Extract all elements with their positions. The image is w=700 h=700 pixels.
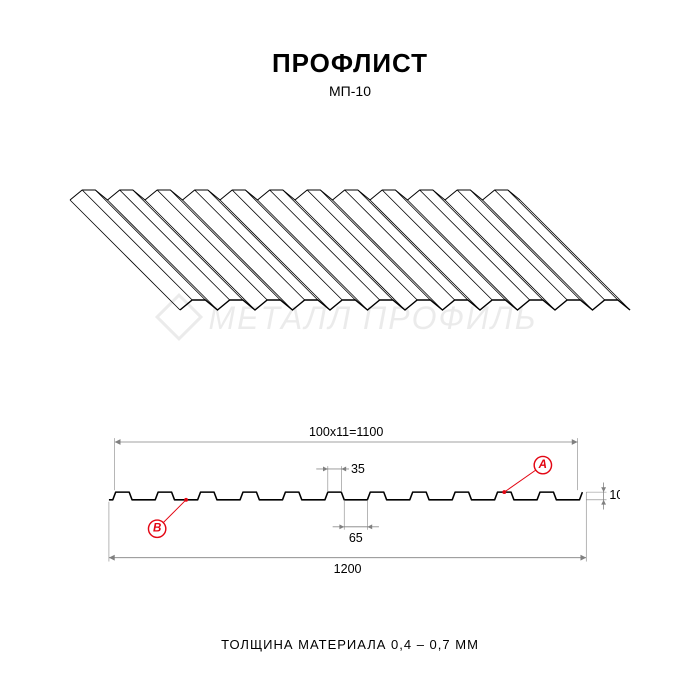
svg-text:1200: 1200 [334,562,362,576]
thickness-caption: ТОЛЩИНА МАТЕРИАЛА 0,4 – 0,7 ММ [0,637,700,652]
svg-text:35: 35 [351,462,365,476]
svg-text:65: 65 [349,531,363,545]
svg-text:10: 10 [609,488,620,502]
svg-text:A: A [538,459,547,471]
svg-text:B: B [153,523,161,535]
cross-section-view: 100х11=1100 35 65 1200 10 A B [80,410,620,580]
svg-text:100х11=1100: 100х11=1100 [309,425,383,439]
diagram-subtitle: МП-10 [0,83,700,99]
diagram-title: ПРОФЛИСТ [0,48,700,79]
isometric-view [60,150,640,320]
